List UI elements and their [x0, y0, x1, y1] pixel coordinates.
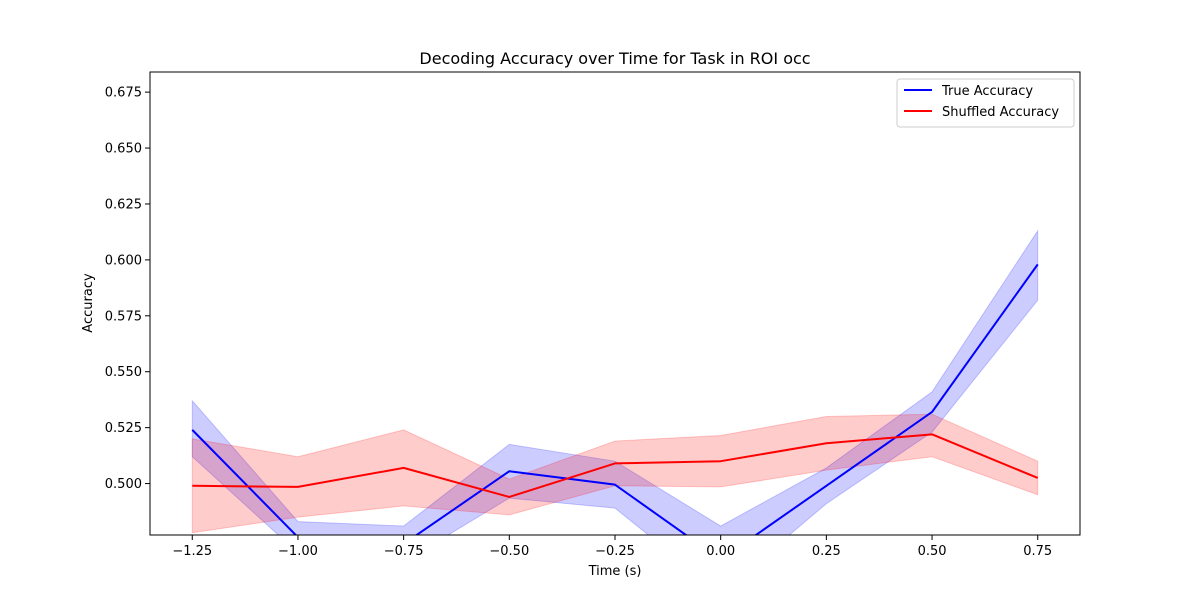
- y-tick-label: 0.625: [105, 197, 142, 212]
- x-axis: −1.25 −1.00 −0.75 −0.50 −0.25 0.00 0.25 0.50 0.7…: [172, 535, 1052, 559]
- y-tick-label: 0.550: [105, 365, 142, 380]
- legend: True Accuracy Shuffled Accuracy: [896, 78, 1075, 128]
- x-axis-label: Time (s): [588, 564, 642, 579]
- x-tick-label: −1.00: [278, 544, 318, 559]
- x-tick-label: −0.50: [489, 544, 529, 559]
- shuffled-accuracy-line: [192, 433, 1039, 498]
- y-tick-label: 0.500: [105, 477, 142, 492]
- x-tick-label: 0.50: [918, 544, 947, 559]
- legend-label-shuffled-accuracy: Shuffled Accuracy: [942, 105, 1059, 120]
- y-tick-label: 0.600: [105, 253, 142, 268]
- y-tick-label: 0.525: [105, 421, 142, 436]
- legend-label-true-accuracy: True Accuracy: [941, 84, 1033, 99]
- x-tick-label: −0.25: [595, 544, 635, 559]
- y-tick-label: 0.675: [105, 86, 142, 101]
- y-tick-label: 0.575: [105, 309, 142, 324]
- chart-title: Decoding Accuracy over Time for Task in …: [419, 49, 810, 68]
- x-tick-label: 0.25: [812, 544, 841, 559]
- x-tick-label: −1.25: [172, 544, 212, 559]
- x-tick-label: 0.75: [1023, 544, 1052, 559]
- shuffled-accuracy-band: [191, 413, 1039, 534]
- y-axis: 0.500 0.525 0.550 0.575 0.600 0.625 0.650 0.675: [105, 86, 150, 492]
- series-lines: [191, 263, 1039, 535]
- true-accuracy-band: [191, 229, 1039, 535]
- legend-box: [896, 78, 1075, 128]
- y-axis-label: Accuracy: [81, 273, 96, 333]
- x-tick-label: 0.00: [706, 544, 735, 559]
- y-tick-label: 0.650: [105, 142, 142, 157]
- x-tick-label: −0.75: [384, 544, 424, 559]
